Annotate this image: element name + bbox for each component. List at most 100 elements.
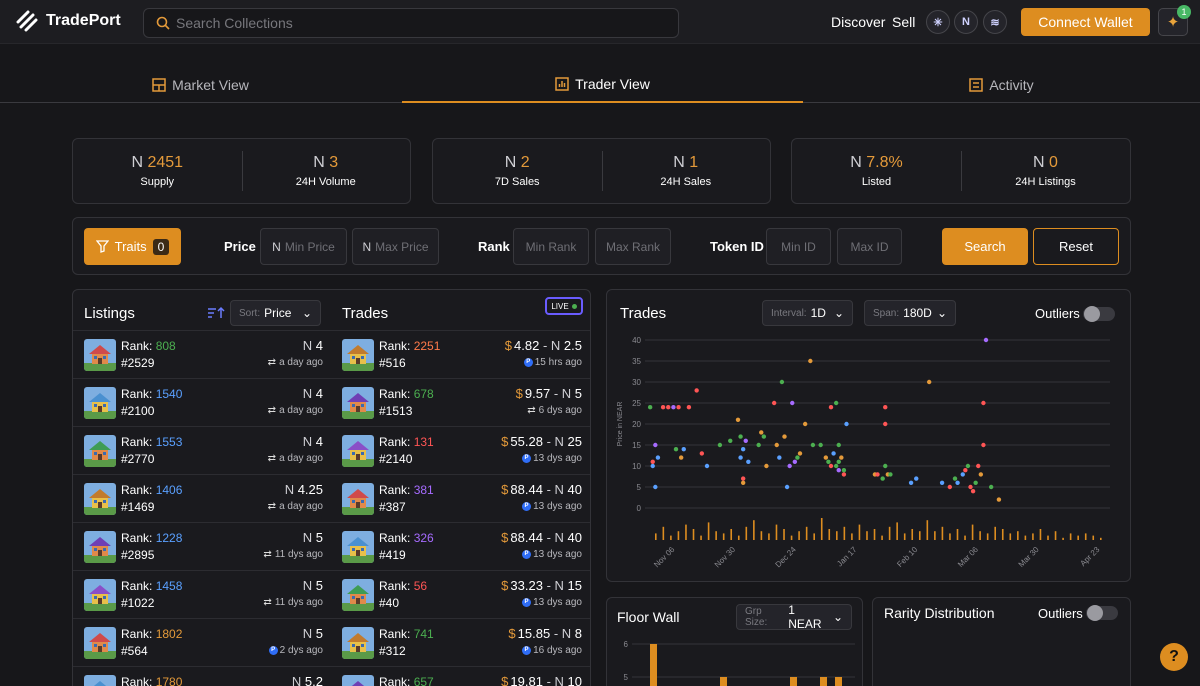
trade-point[interactable] [963,468,968,473]
trade-point[interactable] [650,459,655,464]
trade-point[interactable] [792,459,798,464]
trade-point[interactable] [655,455,661,460]
trade-point[interactable] [787,463,792,469]
trade-point[interactable] [908,480,914,485]
trade-point[interactable] [759,430,764,435]
trade-point[interactable] [746,459,751,464]
trade-point[interactable] [797,451,803,456]
sparkle-icon[interactable]: ✦ 1 [1158,5,1191,36]
trade-point[interactable] [704,463,710,469]
max-id-input[interactable]: Max ID [837,228,902,265]
sort-order-icon[interactable] [207,306,225,320]
min-id-input[interactable]: Min ID [766,228,831,265]
near-icon[interactable]: Ν [954,10,978,34]
trade-row[interactable]: Rank: 741 #312 $15.85 - Ν 8 P 16 dys ago [331,618,590,666]
trade-point[interactable] [968,484,973,490]
trade-point[interactable] [833,400,839,406]
search-bar[interactable] [143,8,679,38]
trade-point[interactable] [823,455,829,460]
trade-point[interactable] [802,421,808,427]
connect-wallet-button[interactable]: Connect Wallet [1021,8,1150,36]
reset-button[interactable]: Reset [1033,228,1119,265]
trade-point[interactable] [883,405,888,410]
trade-point[interactable] [740,480,746,485]
trade-point[interactable] [782,434,787,439]
trade-point[interactable] [831,451,836,456]
trade-point[interactable] [981,442,986,448]
trade-point[interactable] [784,484,790,490]
trade-row[interactable]: Rank: 131 #2140 $55.28 - Ν 25 P 13 dys ago [331,426,590,474]
trade-point[interactable] [650,463,655,469]
trade-point[interactable] [841,472,847,477]
trade-point[interactable] [795,455,800,460]
trade-point[interactable] [777,455,782,460]
trade-point[interactable] [844,421,849,427]
trade-point[interactable] [728,438,733,443]
trade-point[interactable] [976,463,981,469]
trade-point[interactable] [774,442,779,448]
trade-point[interactable] [983,337,989,343]
trade-point[interactable] [653,442,658,448]
trade-point[interactable] [699,451,705,456]
trade-point[interactable] [681,447,686,452]
trade-point[interactable] [678,455,684,460]
trade-point[interactable] [647,405,653,410]
trade-point[interactable] [818,442,823,448]
logo[interactable]: TradePort [16,10,121,32]
trade-row[interactable]: Rank: 678 #1513 $9.57 - Ν 5 ⇄ 6 dys ago [331,378,590,426]
trade-point[interactable] [738,455,743,460]
max-rank-input[interactable]: Max Rank [595,228,671,265]
trade-point[interactable] [808,358,813,364]
trade-point[interactable] [836,442,841,448]
nav-sell[interactable]: Sell [892,14,916,30]
trade-point[interactable] [880,476,885,481]
trade-row[interactable]: Rank: 657 $19.81 - Ν 10 [331,666,590,686]
trade-point[interactable] [836,459,841,464]
trade-point[interactable] [883,463,888,469]
trade-point[interactable] [743,438,748,443]
trade-point[interactable] [952,476,958,481]
trade-point[interactable] [960,472,965,477]
trade-point[interactable] [826,459,831,464]
trade-point[interactable] [779,379,785,385]
tab-trader-view[interactable]: Trader View [402,66,803,103]
trade-point[interactable] [738,434,743,439]
trade-point[interactable] [988,484,994,490]
trade-point[interactable] [673,447,679,452]
trade-point[interactable] [828,405,834,410]
trade-point[interactable] [810,442,816,448]
listing-row[interactable]: Rank: 1458 #1022 Ν 5 ⇄ 11 dys ago [73,570,331,618]
group-size-dropdown[interactable]: Grp Size: 1 NEAR ⌄ [736,603,852,631]
trade-point[interactable] [740,476,746,481]
tab-market-view[interactable]: Market View [0,66,401,103]
interval-dropdown[interactable]: Interval: 1D ⌄ [762,300,853,326]
trade-row[interactable]: Rank: 326 #419 $88.44 - Ν 40 P 13 dys ago [331,522,590,570]
tab-activity[interactable]: Activity [803,66,1200,103]
search-button[interactable]: Search [942,228,1028,265]
outliers-toggle[interactable] [1083,306,1115,322]
search-input[interactable] [176,15,656,31]
trade-point[interactable] [836,468,841,473]
trade-row[interactable]: Rank: 56 #40 $33.23 - Ν 15 P 13 dys ago [331,570,590,618]
help-icon[interactable]: ? [1160,643,1188,671]
trade-point[interactable] [965,463,971,469]
trade-point[interactable] [764,463,769,469]
min-rank-input[interactable]: Min Rank [513,228,589,265]
trade-point[interactable] [970,489,976,494]
trade-point[interactable] [839,455,844,460]
trade-point[interactable] [686,405,692,410]
trade-point[interactable] [939,480,945,485]
trade-point[interactable] [735,417,741,422]
span-dropdown[interactable]: Span: 180D ⌄ [864,300,956,326]
rarity-outliers-toggle[interactable] [1086,605,1118,621]
trade-point[interactable] [955,480,960,485]
traits-button[interactable]: Traits 0 [84,228,181,265]
trade-point[interactable] [981,400,986,406]
listing-row[interactable]: Rank: 1553 #2770 Ν 4 ⇄ a day ago [73,426,331,474]
max-price-input[interactable]: Ν Max Price [352,228,439,265]
trade-point[interactable] [926,379,932,385]
trade-point[interactable] [771,400,777,406]
sort-dropdown[interactable]: Sort: Price ⌄ [230,300,321,326]
nav-discover[interactable]: Discover [831,14,886,30]
trade-point[interactable] [996,497,1002,502]
